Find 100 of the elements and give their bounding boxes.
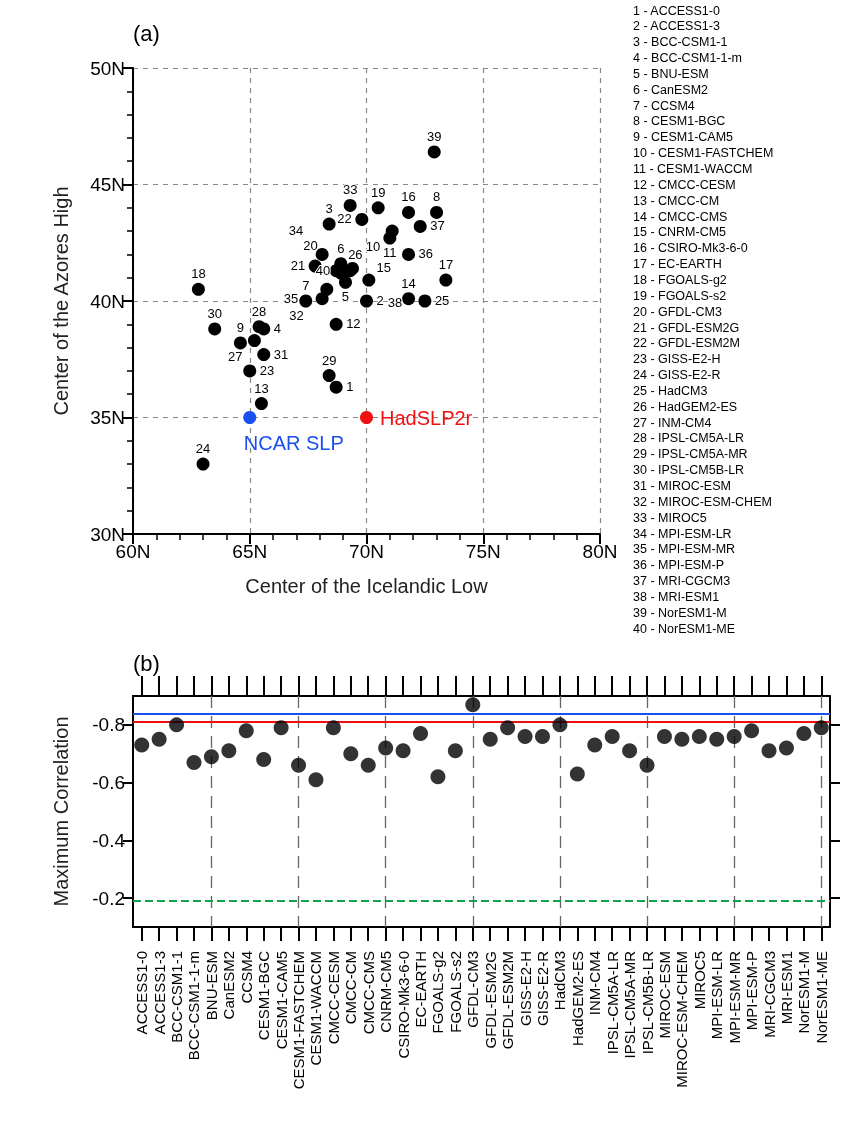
text: 24 - GISS-E2-R (633, 368, 721, 383)
text: 20 - GFDL-CM3 (633, 304, 722, 319)
point (203, 749, 219, 765)
point (413, 219, 427, 233)
chart-title: (a) (133, 20, 160, 46)
text: 36 - MPI-ESM-P (633, 558, 724, 573)
x-tick-label: MRI-CGCM3 (760, 951, 778, 1038)
annotation: 24 (195, 441, 211, 457)
annotation: 32 (289, 308, 304, 324)
text: 7 - CCSM4 (633, 98, 695, 113)
point (299, 294, 313, 308)
text: 33 - MIROC5 (633, 510, 707, 525)
point (656, 728, 672, 744)
y-tick-label: -0.4 (92, 829, 126, 851)
point (322, 217, 336, 231)
x-tick-label: MPI-ESM-P (743, 951, 761, 1031)
point (360, 411, 373, 424)
annotation: 34 (288, 223, 304, 239)
annotation: 22 (337, 211, 352, 227)
text: 16 - CSIRO-Mk3-6-0 (633, 241, 748, 256)
point (465, 697, 481, 713)
chart-title: (b) (133, 650, 160, 676)
text: 27 - INM-CM4 (633, 415, 712, 430)
text: 19 - FGOALS-s2 (633, 288, 727, 303)
x-tick-label: MPI-ESM-LR (708, 950, 726, 1040)
annotation: 20 (303, 238, 318, 254)
point (291, 757, 307, 773)
y-tick-label: -0.2 (92, 887, 125, 909)
x-tick-label: BNU-ESM (202, 951, 220, 1021)
text: 31 - MIROC-ESM (633, 479, 731, 493)
text: 14 - CMCC-CMS (633, 209, 728, 224)
point (439, 273, 453, 287)
x-tick-label: MPI-ESM-MR (725, 950, 743, 1044)
point (252, 320, 266, 334)
annotation: 17 (438, 257, 454, 273)
x-tick-label: CESM1-BGC (255, 950, 273, 1041)
text: 15 - CNRM-CM5 (633, 225, 727, 240)
point (339, 275, 352, 289)
text: 25 - HadCM3 (633, 383, 708, 398)
x-tick-label: INM-CM4 (586, 951, 604, 1016)
point (134, 737, 150, 753)
annotation: 4 (273, 320, 281, 336)
annotation: 12 (346, 316, 361, 332)
annotation: 8 (432, 189, 441, 205)
text: 28 - IPSL-CM5A-LR (633, 431, 745, 446)
annotation: 3 (325, 201, 333, 217)
annotation: 28 (251, 303, 267, 319)
point (813, 720, 829, 736)
text: 11 - CESM1-WACCM (633, 162, 753, 176)
text: 30 - IPSL-CM5B-LR (633, 463, 745, 478)
y-axis-title: Maximum Correlation (50, 716, 72, 907)
point (569, 766, 585, 782)
point (430, 205, 444, 219)
point (355, 212, 369, 226)
text: 22 - GFDL-ESM2M (633, 336, 740, 351)
point (500, 720, 516, 736)
text: 13 - CMCC-CM (633, 193, 720, 208)
annotation: 11 (383, 245, 397, 261)
point (343, 198, 357, 212)
x-tick-label: CMCC-CMS (359, 951, 377, 1035)
point (186, 754, 202, 770)
x-tick-label: MRI-ESM1 (777, 951, 795, 1025)
point (315, 292, 329, 306)
point (221, 743, 237, 759)
point (796, 726, 812, 742)
annotation: 33 (342, 182, 358, 198)
annotation: 15 (376, 260, 391, 276)
text: 2 - ACCESS1-3 (633, 19, 720, 34)
text: 4 - BCC-CSM1-1-m (633, 51, 743, 66)
text: 40 - NorESM1-ME (633, 621, 736, 636)
point (552, 717, 568, 733)
point (778, 740, 794, 756)
point (325, 720, 341, 736)
point (238, 723, 254, 739)
x-tick-label: CCSM4 (237, 951, 255, 1004)
point (208, 322, 222, 336)
series-label: HadSLP2r (380, 406, 473, 429)
x-tick-label: CanESM2 (220, 951, 238, 1020)
point (427, 145, 441, 159)
x-tick-label: MIROC5 (690, 951, 708, 1010)
annotation: 19 (370, 184, 386, 200)
point (517, 728, 533, 744)
point (395, 743, 411, 759)
x-tick-label: CSIRO-Mk3-6-0 (394, 951, 412, 1059)
point (329, 380, 343, 394)
x-tick-label: 80N (582, 541, 618, 562)
x-tick-label: FGOALS-s2 (446, 951, 464, 1033)
x-tick-label: HadGEM2-ES (568, 951, 586, 1047)
text: 5 - BNU-ESM (633, 66, 709, 81)
text: 3 - BCC-CSM1-1 (633, 35, 728, 50)
y-axis-title: Center of the Azores High (50, 186, 72, 416)
point (257, 348, 271, 362)
point (674, 731, 690, 747)
annotation: 21 (290, 258, 306, 274)
x-tick-label: GFDL-ESM2M (499, 951, 517, 1050)
text: 12 - CMCC-CESM (633, 177, 736, 192)
point (378, 740, 394, 756)
point (308, 772, 324, 788)
annotation: 39 (426, 128, 442, 144)
x-tick-label: 75N (465, 541, 501, 562)
